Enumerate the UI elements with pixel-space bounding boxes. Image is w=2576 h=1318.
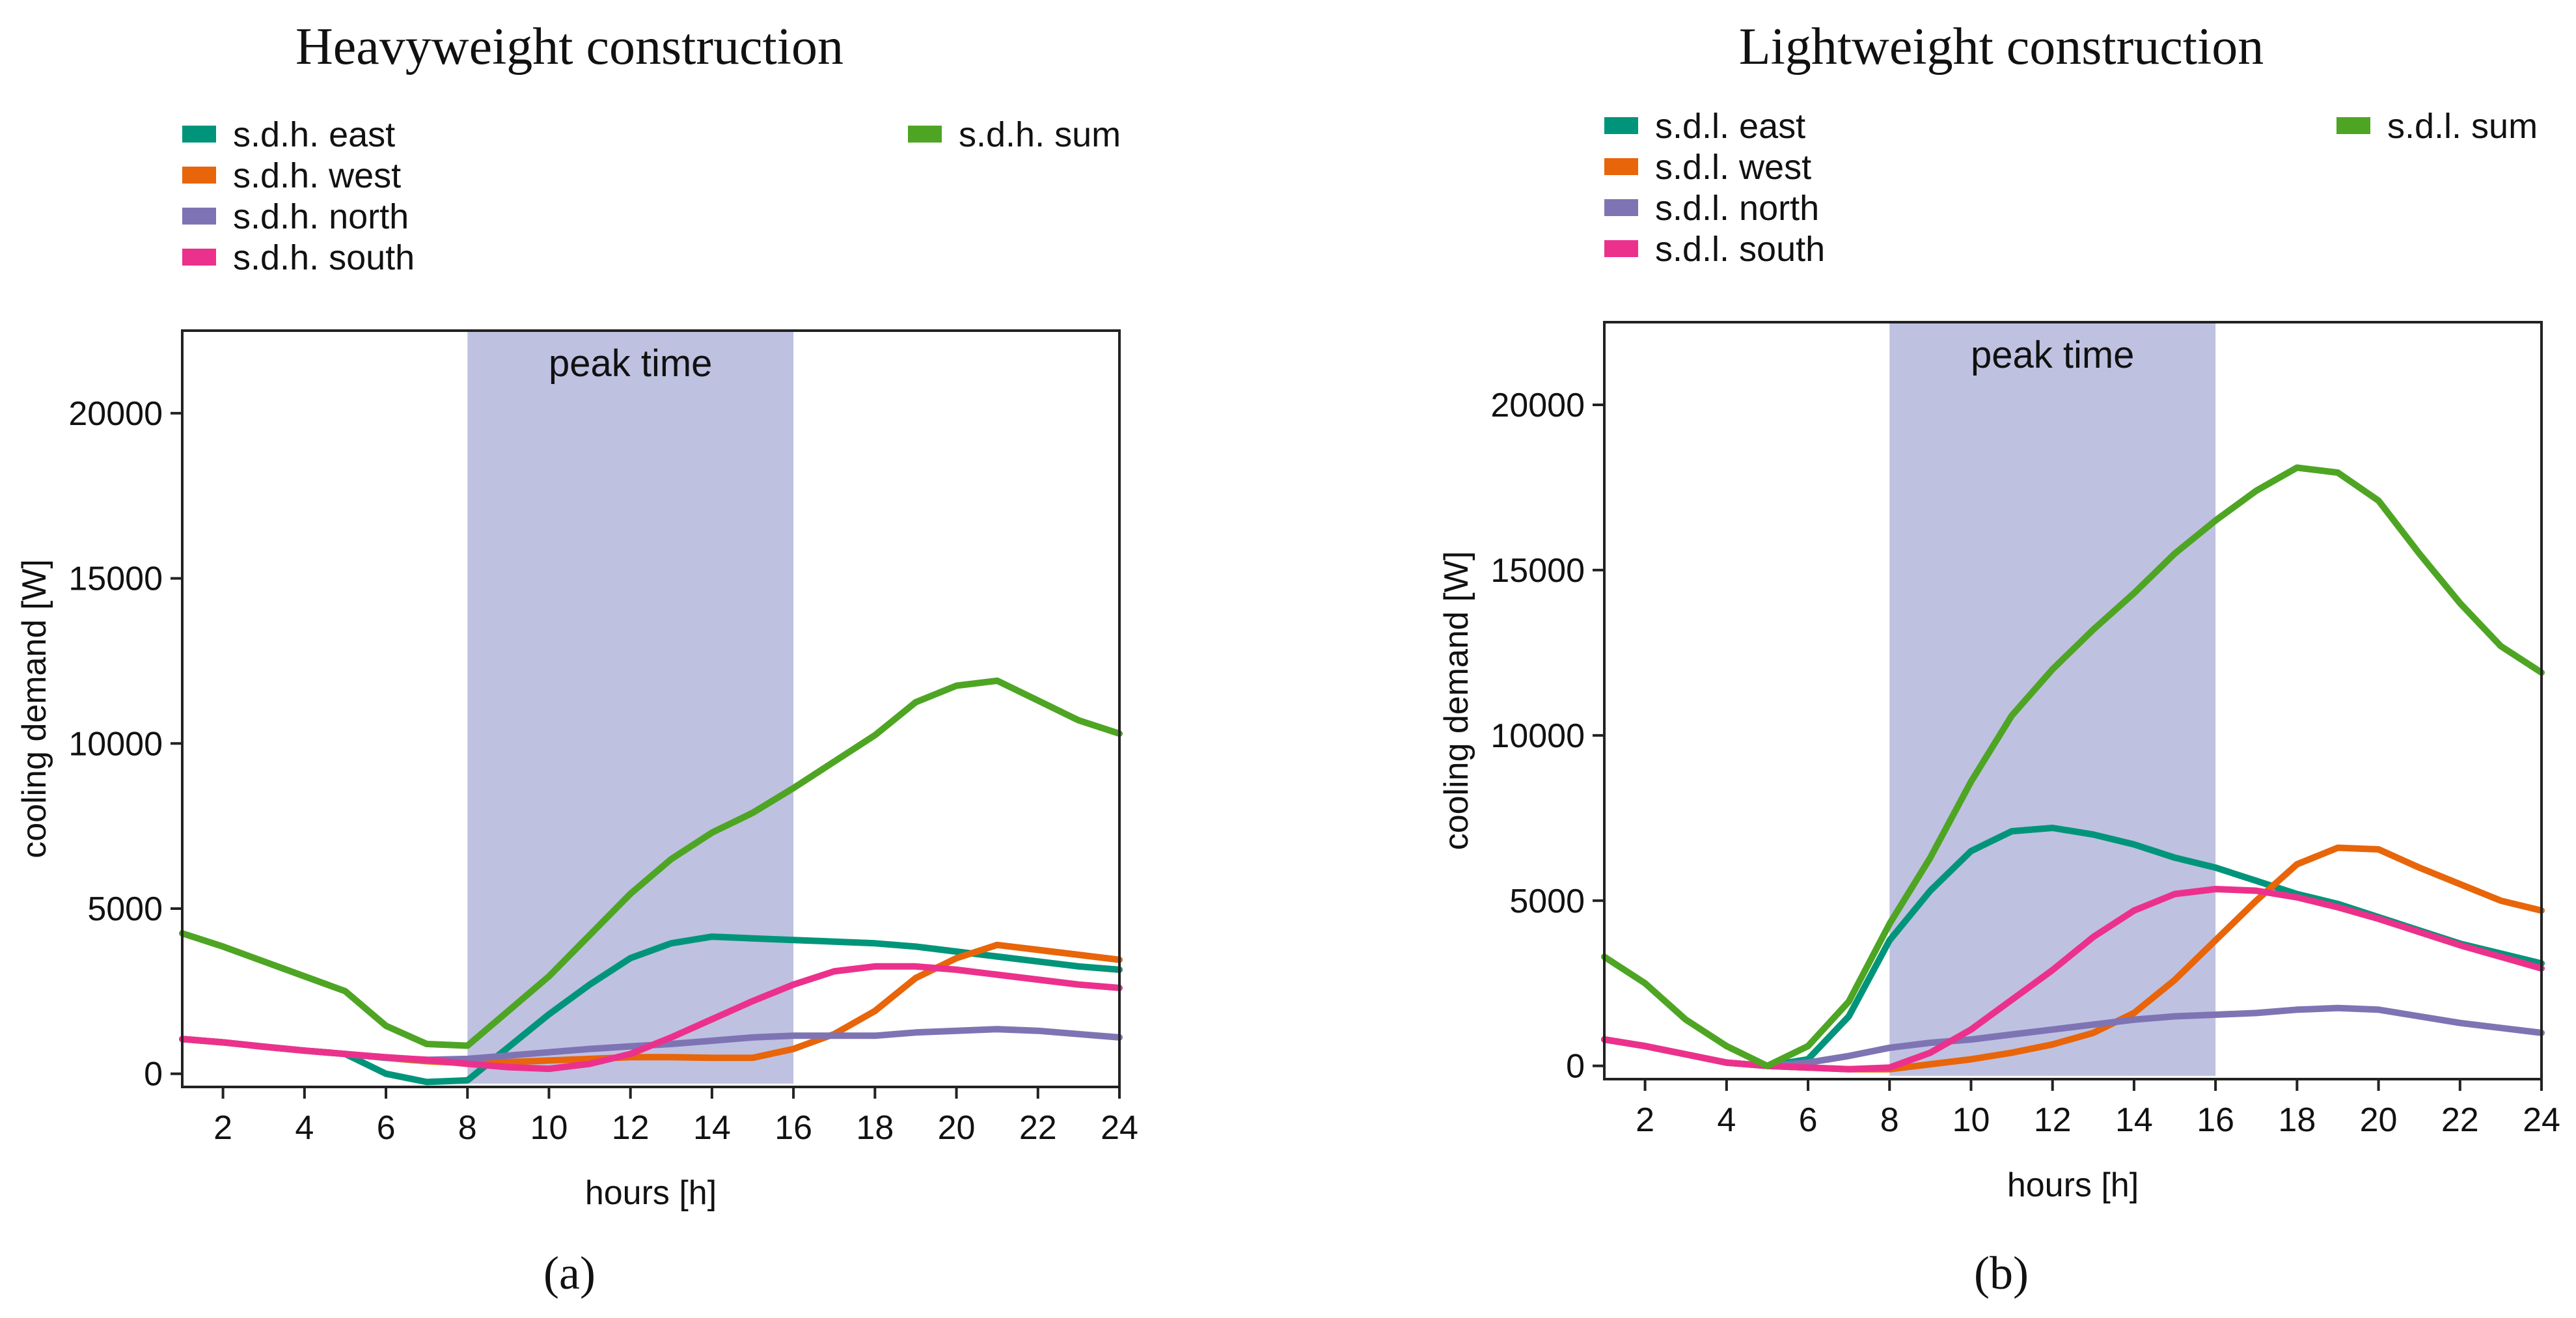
chart-title: Heavyweight construction (295, 18, 843, 76)
x-tick-label: 14 (2115, 1101, 2153, 1139)
legend-label: s.d.l. east (1655, 107, 1805, 146)
x-tick-label: 8 (458, 1109, 477, 1147)
legend-swatch (1604, 240, 1638, 257)
legend-item: s.d.h. sum (908, 115, 1121, 154)
legend-item: s.d.l. east (1604, 107, 1805, 146)
x-tick-label: 12 (2034, 1101, 2072, 1139)
peak-time-label: peak time (549, 342, 712, 385)
peak-time-label: peak time (1971, 334, 2134, 376)
legend-swatch (1604, 199, 1638, 216)
y-tick-label: 0 (1566, 1048, 1585, 1086)
peak-time-region (1889, 322, 2216, 1076)
x-tick-label: 20 (2360, 1101, 2398, 1139)
panel-label: (b) (1974, 1247, 2029, 1299)
legend-item: s.d.h. south (182, 238, 415, 277)
legend-label: s.d.l. sum (2387, 107, 2538, 146)
x-tick-label: 18 (2278, 1101, 2316, 1139)
legend-swatch (182, 167, 216, 184)
legend-swatch (1604, 158, 1638, 175)
x-tick-label: 2 (213, 1109, 232, 1147)
legend-item: s.d.l. north (1604, 189, 1819, 228)
panel-label: (a) (543, 1247, 596, 1299)
x-tick-label: 6 (1799, 1101, 1818, 1139)
y-tick-label: 20000 (68, 395, 163, 433)
y-tick-label: 15000 (68, 560, 163, 598)
x-tick-label: 20 (938, 1109, 976, 1147)
series-line-s-d-h-south (179, 963, 1123, 1073)
x-tick-label: 22 (2441, 1101, 2479, 1139)
peak-time-region (467, 331, 794, 1084)
x-tick-label: 10 (1953, 1101, 1990, 1139)
legend-label: s.d.h. south (233, 238, 415, 277)
y-tick-label: 15000 (1490, 552, 1585, 590)
series-line-s-d-l-sum (1601, 464, 2545, 1069)
legend-item: s.d.l. west (1604, 148, 1811, 187)
x-axis-title: hours [h] (585, 1174, 717, 1212)
legend-swatch (1604, 117, 1638, 134)
x-tick-label: 16 (2197, 1101, 2234, 1139)
legend-swatch (908, 126, 942, 143)
x-axis-title: hours [h] (2007, 1166, 2139, 1204)
x-tick-label: 6 (377, 1109, 396, 1147)
x-tick-label: 14 (693, 1109, 731, 1147)
y-tick-label: 5000 (1509, 883, 1585, 920)
x-tick-label: 16 (774, 1109, 812, 1147)
x-tick-label: 24 (1101, 1109, 1138, 1147)
y-axis-title: cooling demand [W] (16, 559, 53, 858)
legend-item: s.d.h. west (182, 156, 401, 195)
y-tick-label: 5000 (87, 890, 163, 928)
x-tick-label: 4 (295, 1109, 314, 1147)
legend-item: s.d.h. east (182, 115, 395, 154)
plot-frame (181, 329, 1121, 1088)
x-tick-label: 22 (1019, 1109, 1057, 1147)
legend-item: s.d.h. north (182, 197, 409, 236)
legend-swatch (2336, 117, 2370, 134)
y-axis-title: cooling demand [W] (1438, 551, 1475, 851)
y-tick-label: 10000 (1490, 717, 1585, 755)
legend-label: s.d.h. sum (959, 115, 1121, 154)
legend-item: s.d.l. south (1604, 230, 1825, 269)
x-tick-label: 10 (530, 1109, 568, 1147)
x-tick-label: 18 (856, 1109, 894, 1147)
legend-label: s.d.h. east (233, 115, 395, 154)
x-tick-label: 8 (1880, 1101, 1899, 1139)
legend-label: s.d.l. west (1655, 148, 1811, 187)
series-line-s-d-h-sum (179, 677, 1123, 1049)
x-tick-label: 12 (612, 1109, 650, 1147)
legend-swatch (182, 208, 216, 225)
x-tick-label: 24 (2523, 1101, 2560, 1139)
y-tick-label: 10000 (68, 725, 163, 763)
chart-title: Lightweight construction (1739, 18, 2264, 76)
legend-swatch (182, 126, 216, 143)
legend-label: s.d.h. north (233, 197, 409, 236)
legend-label: s.d.l. north (1655, 189, 1819, 228)
x-tick-label: 2 (1636, 1101, 1654, 1139)
legend-swatch (182, 249, 216, 266)
legend-label: s.d.h. west (233, 156, 401, 195)
plot-frame (1603, 321, 2543, 1080)
legend-label: s.d.l. south (1655, 230, 1825, 269)
legend-item: s.d.l. sum (2336, 107, 2538, 146)
x-tick-label: 4 (1717, 1101, 1736, 1139)
y-tick-label: 20000 (1490, 387, 1585, 424)
y-tick-label: 0 (144, 1056, 163, 1093)
